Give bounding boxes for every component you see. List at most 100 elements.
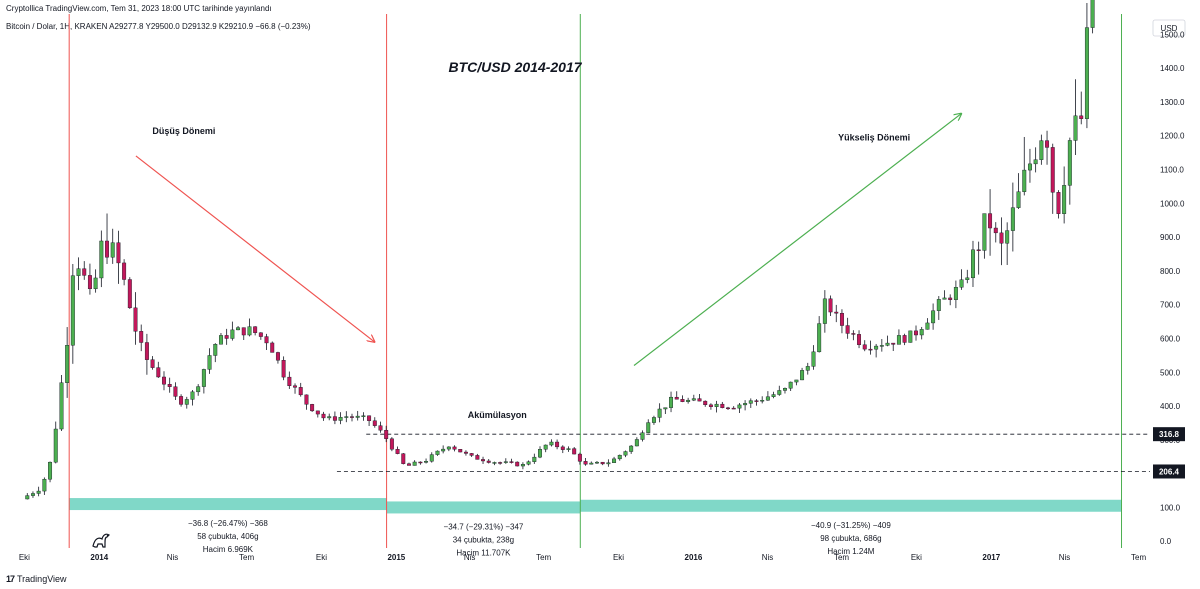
candle-0 (25, 493, 30, 500)
candle-180 (1050, 143, 1055, 214)
candle-body-164 (959, 279, 964, 288)
candle-body-124 (731, 407, 736, 410)
range-value-text-0: −36.8 (−26.47%) −368 (188, 519, 268, 528)
candle-body-50 (310, 404, 315, 412)
x-tick-11: Tem (834, 553, 849, 562)
candle-body-101 (600, 461, 605, 465)
candle-body-107 (634, 439, 639, 447)
trend-arrows (135, 114, 961, 366)
candle-body-49 (304, 394, 309, 405)
candle-28 (184, 396, 189, 409)
candle-body-166 (971, 249, 975, 279)
candle-47 (293, 383, 297, 394)
candle-5 (53, 421, 58, 464)
x-tick-5: 2015 (387, 553, 405, 562)
candle-body-115 (680, 399, 685, 402)
candle-body-99 (589, 462, 594, 465)
candle-76 (458, 449, 463, 453)
candle-body-70 (424, 461, 429, 463)
candle-151 (885, 335, 890, 347)
range-band-1 (386, 501, 581, 514)
candle-21 (144, 333, 149, 375)
candle-10 (82, 261, 87, 280)
candle-body-80 (481, 459, 485, 462)
candle-body-81 (486, 460, 491, 463)
candle-body-154 (902, 335, 907, 343)
x-tick-4: Eki (316, 553, 327, 562)
candle-body-48 (298, 387, 303, 396)
x-tick-13: 2017 (982, 553, 1000, 562)
range-volume-text-0: Hacim 6.969K (203, 545, 254, 554)
candle-body-78 (469, 453, 474, 456)
x-tick-9: 2016 (685, 553, 703, 562)
candle-24 (162, 371, 166, 391)
candle-44 (275, 351, 280, 364)
price-tag-1: 206.4 (1159, 467, 1180, 476)
candle-80 (481, 456, 485, 465)
candle-body-103 (612, 458, 617, 463)
candle-body-43 (270, 342, 275, 353)
candle-6 (59, 375, 64, 431)
candle-31 (201, 368, 206, 394)
annotations: −36.8 (−26.47%) −368 58 çubukta, 406g Haci… (152, 59, 910, 557)
candle-body-158 (925, 322, 930, 330)
symbol-ohlc-line: Bitcoin / Dolar, 1H, KRAKEN A29277.8 Y29… (6, 22, 311, 31)
candle-20 (139, 324, 144, 352)
candle-body-0 (25, 495, 30, 500)
candle-176 (1027, 148, 1032, 183)
candle-body-87 (520, 464, 525, 467)
candle-body-120 (708, 404, 713, 407)
candle-81 (486, 459, 491, 464)
tradingview-logo[interactable]: 17 TradingView (6, 574, 67, 584)
candle-body-67 (407, 463, 411, 466)
candle-128 (754, 399, 759, 406)
candle-146 (857, 330, 862, 349)
candle-body-177 (1033, 159, 1038, 165)
candle-185 (1079, 91, 1084, 125)
candle-52 (321, 411, 326, 421)
candle-16 (116, 230, 121, 284)
candle-170 (993, 222, 998, 243)
candle-body-148 (868, 348, 873, 351)
candle-102 (606, 459, 611, 467)
candle-body-9 (76, 268, 81, 276)
candle-64 (389, 437, 394, 452)
candle-126 (743, 400, 748, 411)
candle-body-55 (338, 417, 343, 421)
candle-43 (270, 341, 275, 353)
candle-138 (811, 345, 816, 370)
candle-body-41 (258, 332, 263, 337)
candle-182 (1062, 166, 1067, 224)
candle-46 (287, 371, 292, 389)
candle-body-56 (344, 416, 349, 418)
candle-169 (988, 189, 993, 256)
candle-body-45 (281, 360, 286, 378)
candle-body-174 (1016, 191, 1021, 208)
candle-27 (179, 394, 184, 407)
candle-149 (874, 343, 879, 358)
range-band-0 (69, 498, 387, 511)
candle-body-21 (144, 342, 149, 360)
candle-84 (503, 458, 508, 464)
candle-179 (1045, 130, 1050, 165)
candle-92 (549, 439, 554, 447)
candle-57 (350, 413, 354, 422)
candle-body-10 (82, 268, 87, 276)
candle-body-160 (936, 299, 941, 311)
candle-body-136 (800, 370, 805, 381)
candle-145 (851, 330, 856, 341)
candle-34 (218, 332, 223, 345)
candle-body-110 (651, 417, 656, 423)
trend-arrow-0 (135, 155, 374, 342)
candle-35 (224, 328, 229, 345)
candle-body-25 (167, 384, 172, 387)
candle-body-77 (463, 451, 468, 454)
candle-body-173 (1010, 207, 1015, 231)
candle-137 (805, 362, 810, 375)
candle-25 (167, 377, 172, 393)
candle-body-12 (93, 277, 98, 290)
candle-37 (236, 325, 241, 331)
candle-175 (1022, 136, 1027, 196)
candle-38 (241, 327, 246, 341)
candle-body-168 (982, 213, 987, 251)
